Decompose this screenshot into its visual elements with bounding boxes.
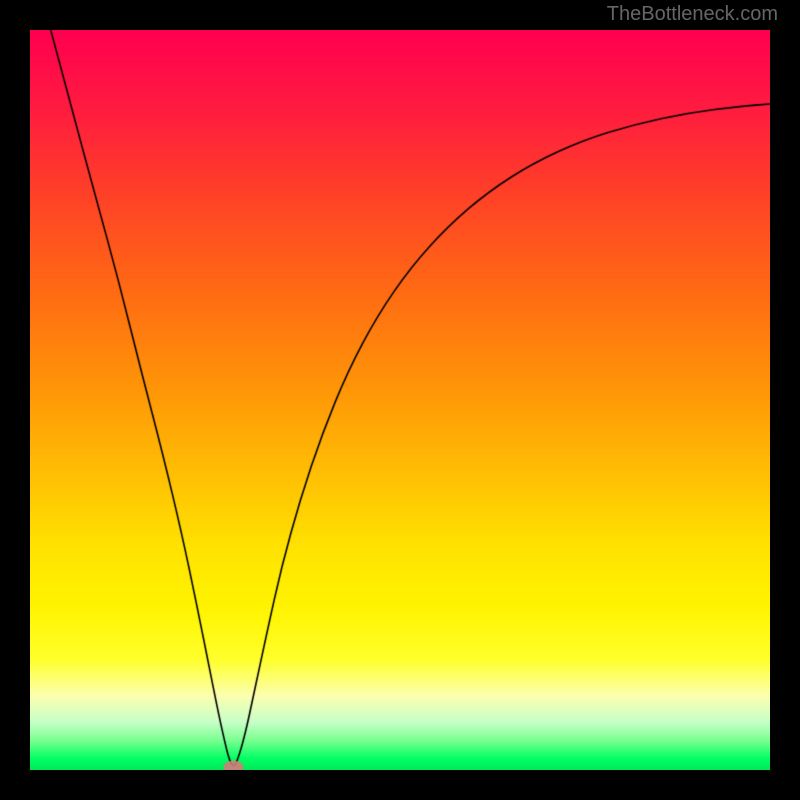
chart-frame: TheBottleneck.com	[0, 0, 800, 800]
plot-canvas-wrap	[30, 30, 770, 770]
border-bottom	[0, 770, 800, 800]
watermark-text: TheBottleneck.com	[607, 3, 778, 26]
border-left	[0, 0, 30, 800]
plot-canvas	[30, 30, 770, 770]
border-right	[770, 0, 800, 800]
